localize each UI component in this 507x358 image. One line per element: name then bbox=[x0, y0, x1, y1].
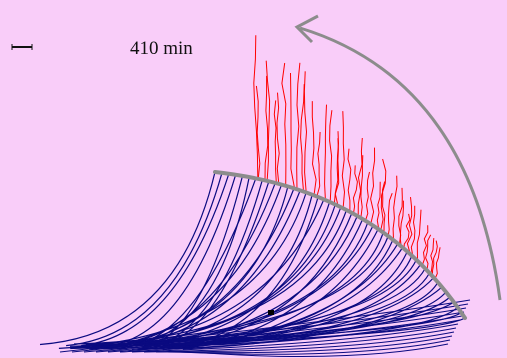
time-label: 410 min bbox=[130, 38, 193, 59]
origin-mark bbox=[268, 310, 274, 315]
scene: 410 min bbox=[0, 0, 507, 358]
page: 410 min (() => { const data = JSON.parse… bbox=[0, 0, 507, 358]
